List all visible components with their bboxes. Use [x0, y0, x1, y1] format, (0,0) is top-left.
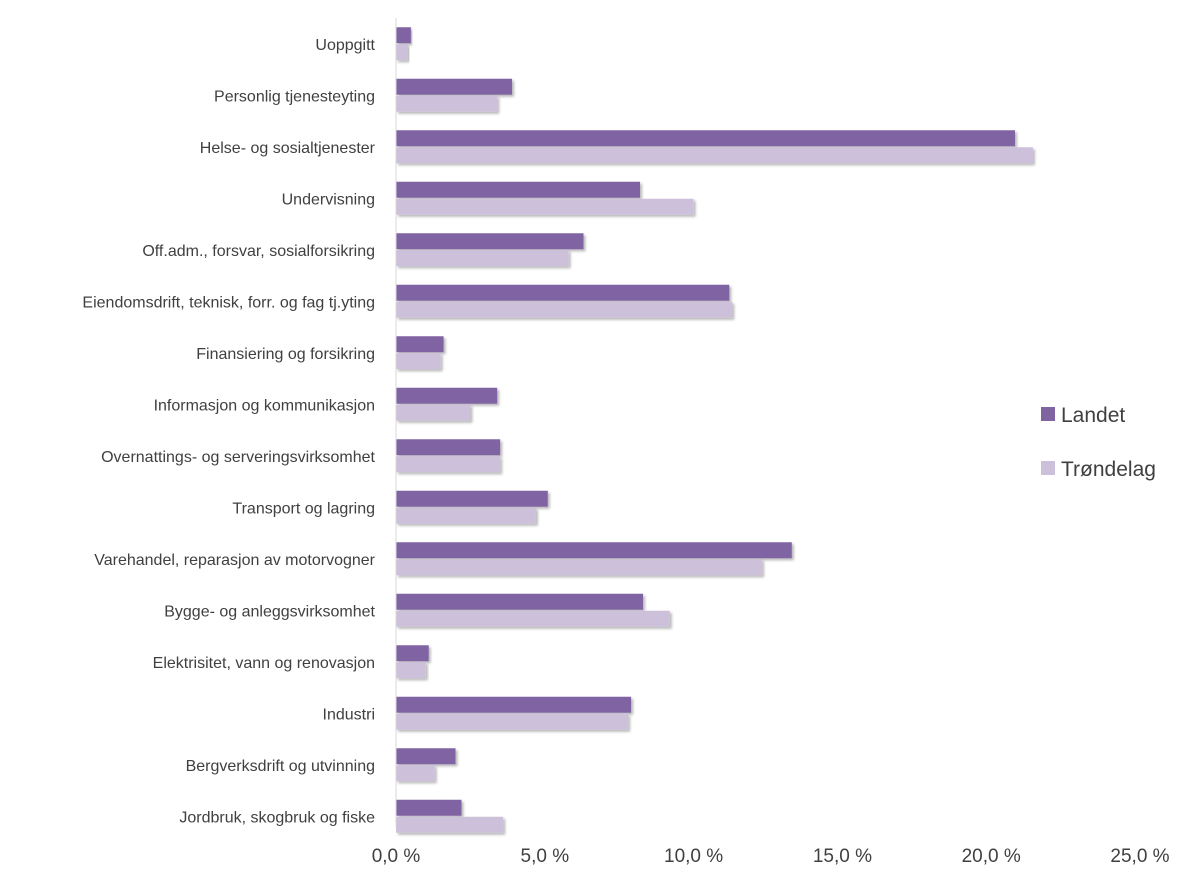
bar-landet-11: [396, 593, 644, 610]
category-labels: Uoppgitt Personlig tjenesteyting Helse- og…: [82, 37, 375, 827]
bar-tr-ndelag-5: [396, 301, 733, 318]
category-label: Finansiering og forsikring: [196, 346, 375, 363]
bar-tr-ndelag-12: [396, 662, 426, 679]
bar-tr-ndelag-11: [396, 610, 670, 627]
category-label: Industri: [323, 706, 375, 723]
bar-tr-ndelag-0: [396, 44, 408, 61]
category-label: Jordbruk, skogbruk og fiske: [179, 809, 375, 826]
category-label: Eiendomsdrift, teknisk, forr. og fag tj.…: [82, 294, 375, 311]
legend-label: Landet: [1061, 404, 1125, 427]
bar-landet-8: [396, 439, 501, 456]
bar-landet-2: [396, 130, 1016, 147]
category-label: Off.adm., forsvar, sosialforsikring: [142, 243, 375, 260]
bar-landet-6: [396, 336, 444, 353]
bar-landet-0: [396, 27, 411, 44]
bar-landet-14: [396, 748, 456, 765]
bar-landet-3: [396, 181, 641, 198]
bar-tr-ndelag-3: [396, 198, 694, 215]
legend-swatch-landet: [1041, 407, 1055, 421]
category-label: Elektrisitet, vann og renovasjon: [153, 655, 375, 672]
category-label: Transport og lagring: [232, 500, 375, 517]
bar-landet-1: [396, 78, 513, 95]
bar-landet-7: [396, 387, 498, 404]
x-tick-label: 0,0 %: [372, 846, 421, 867]
x-tick-label: 10,0 %: [664, 846, 723, 867]
bar-landet-5: [396, 284, 730, 301]
bar-tr-ndelag-14: [396, 765, 435, 782]
bar-tr-ndelag-13: [396, 713, 629, 730]
bar-tr-ndelag-6: [396, 353, 441, 370]
bar-landet-13: [396, 696, 632, 713]
bar-landet-10: [396, 542, 792, 559]
category-label: Bergverksdrift og utvinning: [186, 758, 375, 775]
category-label: Informasjon og kommunikasjon: [154, 397, 375, 414]
bar-landet-9: [396, 490, 548, 507]
bar-tr-ndelag-15: [396, 816, 504, 833]
legend-label: Trøndelag: [1061, 458, 1156, 481]
legend: Landet Trøndelag: [1041, 404, 1156, 481]
bar-tr-ndelag-7: [396, 404, 471, 421]
category-label: Bygge- og anleggsvirksomhet: [164, 603, 375, 620]
category-label: Personlig tjenesteyting: [214, 88, 375, 105]
x-tick-label: 25,0 %: [1110, 846, 1169, 867]
bar-landet-12: [396, 645, 429, 662]
legend-swatch-tr-ndelag: [1041, 461, 1055, 475]
x-tick-label: 5,0 %: [521, 846, 570, 867]
category-label: Overnattings- og serveringsvirksomhet: [101, 449, 375, 466]
category-label: Varehandel, reparasjon av motorvogner: [94, 552, 375, 569]
bar-tr-ndelag-10: [396, 559, 763, 576]
bar-tr-ndelag-1: [396, 95, 498, 112]
category-label: Helse- og sosialtjenester: [200, 140, 376, 157]
category-label: Undervisning: [282, 191, 375, 208]
x-tick-label: 20,0 %: [962, 846, 1021, 867]
x-tick-label: 15,0 %: [813, 846, 872, 867]
x-tick-labels: 0,0 % 5,0 % 10,0 % 15,0 % 20,0 % 25,0 %: [372, 846, 1170, 867]
bar-landet-15: [396, 799, 462, 816]
bar-tr-ndelag-8: [396, 456, 501, 473]
bars-layer: [396, 27, 1033, 833]
bar-tr-ndelag-4: [396, 250, 569, 267]
bar-landet-4: [396, 233, 584, 250]
bar-tr-ndelag-9: [396, 507, 536, 524]
bar-tr-ndelag-2: [396, 147, 1033, 164]
category-label: Uoppgitt: [315, 37, 375, 54]
